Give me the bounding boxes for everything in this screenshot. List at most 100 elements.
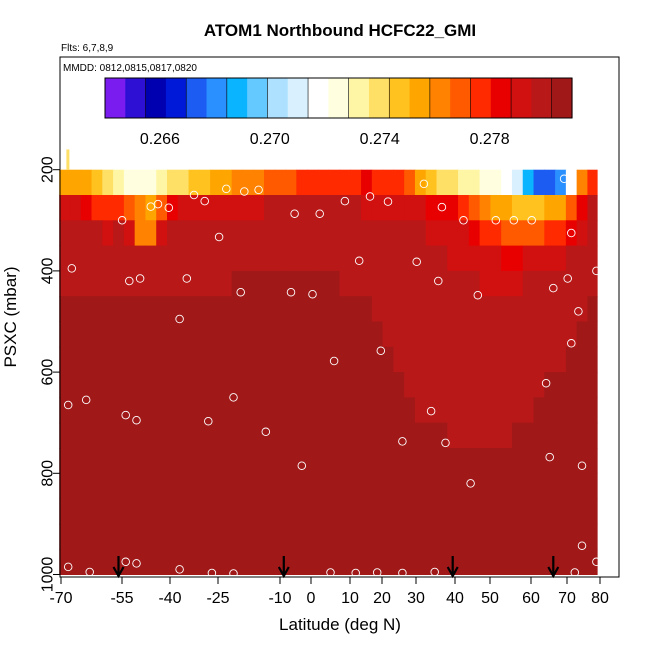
- heatmap-cell: [468, 220, 481, 247]
- heatmap-cell: [274, 296, 287, 322]
- heatmap-cell: [210, 346, 222, 373]
- heatmap-cell: [210, 473, 222, 500]
- sample-point: [132, 559, 141, 568]
- heatmap-cell: [350, 270, 362, 297]
- heatmap-cell: [490, 473, 502, 500]
- heatmap-cell: [231, 397, 243, 424]
- heatmap-cell: [59, 422, 71, 449]
- heatmap-cell: [177, 397, 190, 424]
- heatmap-cell: [123, 473, 136, 500]
- heatmap-cell: [501, 195, 513, 221]
- heatmap-cell: [555, 270, 567, 297]
- heatmap-cell: [317, 346, 330, 373]
- heatmap-cell: [220, 473, 233, 500]
- heatmap-cell: [468, 422, 481, 449]
- heatmap-cell: [123, 321, 136, 348]
- heatmap-cell: [113, 448, 125, 474]
- sample-point: [63, 562, 73, 572]
- heatmap-cell: [555, 220, 567, 247]
- heatmap-cell: [371, 346, 384, 373]
- heatmap-cell: [91, 321, 103, 348]
- heatmap-cell: [414, 346, 427, 373]
- heatmap-cell: [220, 448, 233, 474]
- heatmap-cell: [188, 523, 200, 550]
- heatmap-cell: [382, 498, 394, 525]
- heatmap-cell: [156, 473, 168, 500]
- heatmap-cell: [156, 372, 168, 398]
- heatmap-cell: [59, 270, 71, 297]
- x-tick-label: 40: [446, 590, 464, 607]
- heatmap-cell: [544, 169, 556, 196]
- heatmap-cell: [544, 346, 556, 373]
- sample-point: [574, 307, 583, 316]
- sample-point: [164, 203, 174, 212]
- heatmap-cell: [177, 270, 190, 297]
- heatmap-cell: [382, 397, 394, 424]
- heatmap-cell: [69, 296, 82, 322]
- heatmap-cell: [544, 523, 556, 550]
- heatmap-cell: [458, 397, 470, 424]
- heatmap-cell: [156, 549, 168, 575]
- heatmap-cell: [479, 346, 491, 373]
- heatmap-cell: [458, 498, 470, 525]
- heatmap-cell: [425, 220, 437, 247]
- colorbar-swatch: [531, 78, 553, 118]
- heatmap-cell: [511, 321, 524, 348]
- heatmap-cell: [264, 523, 276, 550]
- heatmap-cell: [156, 448, 168, 474]
- colorbar-tick-label: 0.270: [250, 131, 290, 148]
- heatmap-cell: [296, 220, 308, 247]
- heatmap-cell: [123, 422, 136, 449]
- heatmap-cell: [113, 270, 125, 297]
- heatmap-cell: [285, 448, 297, 474]
- heatmap-cell: [59, 169, 71, 196]
- heatmap-cell: [350, 220, 362, 247]
- colorbar-swatch: [308, 78, 329, 118]
- heatmap-cell: [458, 321, 470, 348]
- heatmap-cell: [533, 321, 545, 348]
- heatmap-cell: [317, 296, 330, 322]
- colorbar-swatch: [206, 78, 228, 118]
- sample-point: [175, 565, 184, 574]
- heatmap-cell: [123, 346, 136, 373]
- heatmap-cell: [296, 321, 308, 348]
- heatmap-cell: [296, 169, 308, 196]
- heatmap-cell: [447, 422, 459, 449]
- heatmap-cell: [522, 549, 535, 575]
- heatmap-cell: [156, 296, 168, 322]
- colorbar: [104, 77, 573, 119]
- heatmap-cell: [414, 195, 427, 221]
- heatmap-cell: [328, 397, 340, 424]
- heatmap-cell: [587, 195, 598, 221]
- heatmap-cell: [565, 169, 578, 196]
- heatmap-cell: [533, 397, 545, 424]
- heatmap-cell: [102, 498, 114, 525]
- sample-point: [577, 461, 587, 470]
- heatmap-cell: [134, 220, 146, 247]
- heatmap-cell: [242, 523, 254, 550]
- sample-point: [491, 216, 501, 225]
- colorbar-tick-labels: 0.266 0.270 0.274 0.278: [140, 131, 510, 148]
- sample-point: [200, 196, 209, 206]
- heatmap-cell: [436, 397, 448, 424]
- heatmap-cell: [576, 346, 588, 373]
- heatmap-cell: [91, 220, 103, 247]
- heatmap-cell: [393, 422, 405, 449]
- heatmap-cell: [253, 346, 265, 373]
- heatmap-cell: [145, 473, 157, 500]
- x-tick-label: 10: [341, 590, 359, 607]
- heatmap-cell: [447, 498, 459, 525]
- heatmap-cell: [458, 270, 470, 297]
- heatmap-cell: [177, 422, 190, 449]
- heatmap-cell: [447, 473, 459, 500]
- heatmap-cell: [587, 397, 598, 424]
- heatmap-cell: [511, 169, 524, 196]
- heatmap-cell: [285, 169, 297, 196]
- heatmap-cell: [404, 296, 416, 322]
- heatmap-cell: [199, 422, 211, 449]
- heatmap-cell: [393, 523, 405, 550]
- heatmap-cell: [350, 321, 362, 348]
- y-tick-label: 1000: [40, 557, 57, 593]
- heatmap-cell: [113, 498, 125, 525]
